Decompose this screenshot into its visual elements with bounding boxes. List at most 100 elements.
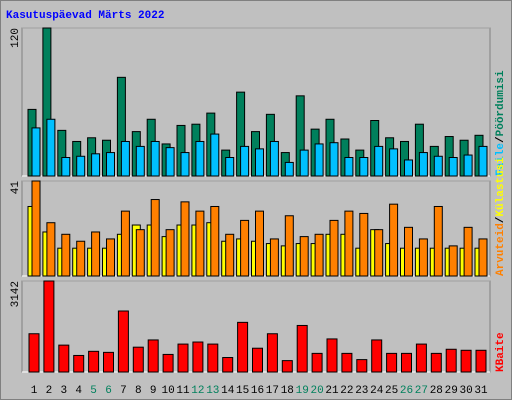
bar: [165, 229, 175, 277]
bar: [448, 245, 458, 277]
x-tick-label: 18: [281, 385, 294, 397]
x-tick-label: 31: [474, 385, 488, 397]
bar: [46, 118, 56, 177]
chart-title: Kasutuspäevad Märts 2022: [6, 10, 164, 22]
bar: [433, 205, 443, 277]
bar: [76, 155, 86, 177]
bar: [281, 360, 293, 373]
x-tick-label: 17: [266, 385, 279, 397]
bar: [180, 152, 190, 177]
bar: [266, 333, 278, 373]
bar: [31, 127, 41, 177]
bar: [210, 205, 220, 277]
bar: [165, 147, 175, 177]
x-tick-label: 6: [105, 385, 112, 397]
bar: [106, 238, 115, 277]
bar: [386, 352, 398, 373]
bar: [374, 145, 384, 177]
x-tick-label: 20: [310, 385, 323, 397]
bar: [418, 152, 428, 177]
bar: [284, 215, 294, 277]
bar: [135, 229, 145, 277]
x-tick-label: 13: [206, 385, 219, 397]
bar: [150, 199, 160, 277]
x-tick-label: 3: [60, 385, 67, 397]
bar: [240, 145, 250, 177]
legend-entry: KBaite: [495, 332, 507, 372]
y-tick-label: 3142: [10, 281, 22, 307]
x-tick-label: 28: [430, 385, 443, 397]
x-tick-label: 23: [355, 385, 368, 397]
x-tick-label: 11: [176, 385, 190, 397]
bar: [222, 357, 234, 373]
x-tick-label: 22: [340, 385, 353, 397]
legend-entry: Pöördumisi: [495, 70, 507, 136]
bar: [418, 238, 428, 277]
x-tick-label: 1: [31, 385, 38, 397]
y-tick-label: 41: [10, 181, 22, 195]
bar: [475, 349, 487, 373]
bar: [329, 219, 339, 277]
bar: [61, 233, 71, 277]
bar: [147, 339, 159, 373]
bar: [180, 201, 190, 277]
bar: [478, 145, 488, 177]
bar: [433, 155, 443, 177]
bar: [359, 212, 369, 277]
bar: [120, 210, 130, 277]
bar: [210, 133, 220, 177]
x-tick-label: 10: [161, 385, 174, 397]
bar: [356, 359, 368, 373]
x-tick-label: 24: [370, 385, 384, 397]
bar: [415, 343, 427, 373]
bar: [61, 157, 71, 177]
x-tick-label: 19: [296, 385, 309, 397]
bar: [344, 210, 354, 277]
bar: [311, 352, 323, 373]
x-tick-label: 25: [385, 385, 398, 397]
bar: [225, 157, 235, 177]
bar: [371, 339, 383, 373]
bar: [58, 344, 70, 373]
bar: [43, 280, 55, 373]
x-tick-label: 7: [120, 385, 127, 397]
bar: [359, 157, 369, 177]
bar: [299, 149, 309, 177]
bar: [240, 219, 250, 277]
bar: [132, 346, 144, 373]
bar: [73, 354, 85, 373]
bar: [195, 140, 205, 177]
bar: [225, 233, 235, 277]
bar: [314, 233, 324, 277]
x-tick-label: 14: [221, 385, 235, 397]
bar: [162, 353, 174, 373]
bar: [284, 161, 294, 177]
y-tick-label: 120: [10, 28, 22, 48]
legend: Arvuteid/Külastusi: [495, 157, 507, 276]
bar: [255, 210, 264, 277]
bar: [314, 143, 324, 177]
bar: [445, 348, 457, 373]
bar: [46, 222, 56, 277]
bar: [404, 226, 413, 277]
bar: [237, 321, 249, 373]
bar: [117, 310, 129, 373]
bar: [374, 229, 384, 277]
legend-separator: /: [495, 136, 507, 143]
bar: [255, 148, 264, 177]
bar: [326, 338, 338, 373]
x-tick-label: 29: [445, 385, 458, 397]
bar: [135, 145, 145, 177]
bar: [448, 157, 458, 177]
bar: [404, 159, 413, 177]
legend: Faile/Pöördumisi: [495, 70, 507, 176]
bar: [296, 324, 308, 373]
bar: [103, 351, 114, 373]
x-tick-label: 27: [415, 385, 428, 397]
x-tick-label: 2: [46, 385, 53, 397]
bar: [329, 142, 339, 177]
bar: [88, 350, 100, 373]
bar: [463, 226, 473, 277]
bar: [192, 341, 204, 373]
